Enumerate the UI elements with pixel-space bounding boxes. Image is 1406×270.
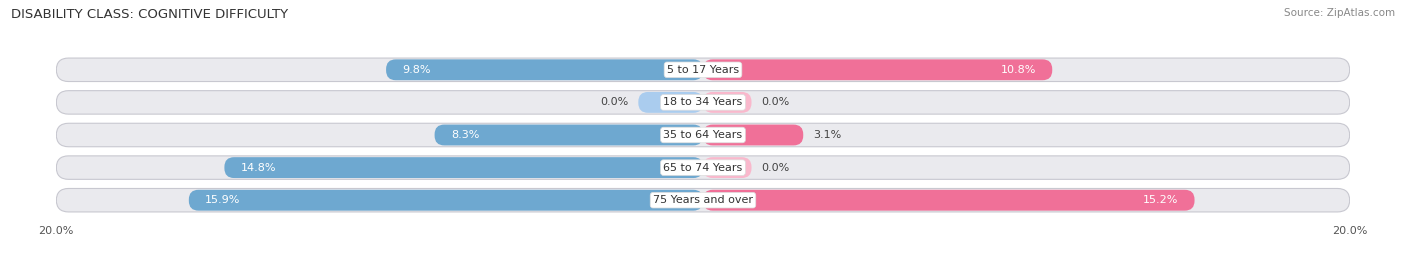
Text: 15.2%: 15.2%	[1143, 195, 1178, 205]
FancyBboxPatch shape	[56, 188, 1350, 212]
Text: DISABILITY CLASS: COGNITIVE DIFFICULTY: DISABILITY CLASS: COGNITIVE DIFFICULTY	[11, 8, 288, 21]
Text: 10.8%: 10.8%	[1001, 65, 1036, 75]
FancyBboxPatch shape	[56, 91, 1350, 114]
Text: 0.0%: 0.0%	[761, 163, 789, 173]
Text: 3.1%: 3.1%	[813, 130, 841, 140]
FancyBboxPatch shape	[225, 157, 703, 178]
Text: 15.9%: 15.9%	[205, 195, 240, 205]
FancyBboxPatch shape	[56, 123, 1350, 147]
Text: 75 Years and over: 75 Years and over	[652, 195, 754, 205]
Text: 9.8%: 9.8%	[402, 65, 430, 75]
FancyBboxPatch shape	[703, 190, 1195, 211]
Text: 8.3%: 8.3%	[451, 130, 479, 140]
Text: 14.8%: 14.8%	[240, 163, 276, 173]
Text: 18 to 34 Years: 18 to 34 Years	[664, 97, 742, 107]
FancyBboxPatch shape	[703, 59, 1052, 80]
FancyBboxPatch shape	[638, 92, 703, 113]
Text: 0.0%: 0.0%	[600, 97, 628, 107]
FancyBboxPatch shape	[703, 157, 752, 178]
FancyBboxPatch shape	[434, 124, 703, 146]
FancyBboxPatch shape	[188, 190, 703, 211]
Text: Source: ZipAtlas.com: Source: ZipAtlas.com	[1284, 8, 1395, 18]
Text: 5 to 17 Years: 5 to 17 Years	[666, 65, 740, 75]
Text: 0.0%: 0.0%	[761, 97, 789, 107]
Text: 35 to 64 Years: 35 to 64 Years	[664, 130, 742, 140]
FancyBboxPatch shape	[56, 156, 1350, 179]
FancyBboxPatch shape	[387, 59, 703, 80]
Text: 65 to 74 Years: 65 to 74 Years	[664, 163, 742, 173]
FancyBboxPatch shape	[703, 92, 752, 113]
FancyBboxPatch shape	[703, 124, 803, 146]
FancyBboxPatch shape	[56, 58, 1350, 82]
Legend: Male, Female: Male, Female	[647, 269, 759, 270]
